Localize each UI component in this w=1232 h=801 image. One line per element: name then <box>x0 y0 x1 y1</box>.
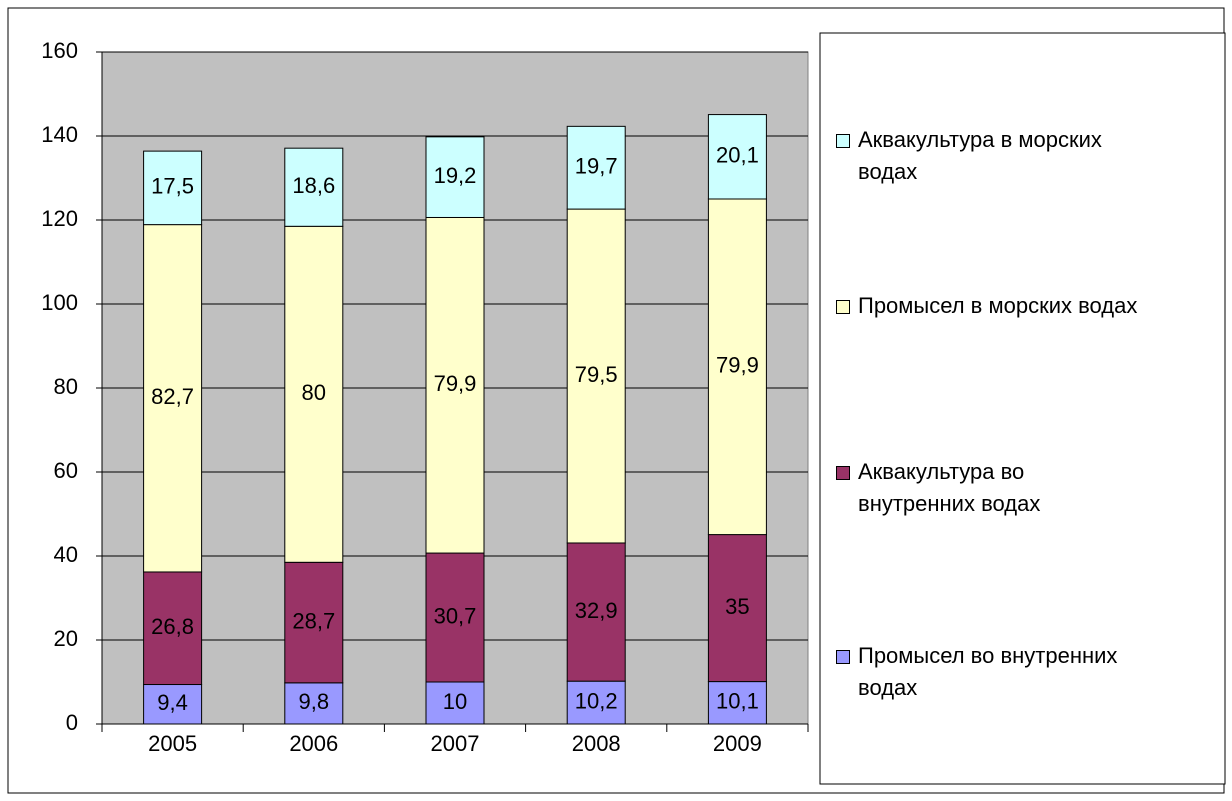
data-label: 19,2 <box>434 163 477 188</box>
legend-label: Аквакультура во внутренних водах <box>858 459 1041 516</box>
data-label: 30,7 <box>434 603 477 628</box>
bar-segment <box>284 225 344 563</box>
data-label: 82,7 <box>151 384 194 409</box>
bar-segment <box>707 534 767 683</box>
y-tick-label: 0 <box>66 710 78 735</box>
legend-swatch <box>836 134 850 148</box>
x-tick-label: 2009 <box>713 731 762 756</box>
bar-segment <box>143 150 203 226</box>
legend-item: Промысел во внутренних водах <box>836 640 1136 704</box>
data-label: 32,9 <box>575 598 618 623</box>
legend-box <box>819 32 1226 785</box>
x-tick-label: 2007 <box>431 731 480 756</box>
data-label: 9,8 <box>299 689 330 714</box>
bar-segment <box>707 681 767 725</box>
bar-segment <box>566 542 626 682</box>
y-tick-label: 80 <box>54 374 78 399</box>
legend-label: Промысел в морских водах <box>858 293 1138 318</box>
legend-label: Промысел во внутренних водах <box>858 643 1118 700</box>
legend-item: Аквакультура в морских водах <box>836 124 1136 188</box>
y-tick-label: 20 <box>54 626 78 651</box>
data-label: 26,8 <box>151 614 194 639</box>
bar-segment <box>566 208 626 544</box>
data-label: 18,6 <box>292 173 335 198</box>
bar-segment <box>707 114 767 200</box>
data-label: 28,7 <box>292 608 335 633</box>
bar-segment <box>707 198 767 536</box>
data-label: 35 <box>725 594 749 619</box>
y-tick-label: 40 <box>54 542 78 567</box>
y-tick-label: 140 <box>41 122 78 147</box>
data-label: 79,5 <box>575 362 618 387</box>
bar-segment <box>284 561 344 684</box>
bar-segment <box>143 684 203 725</box>
data-label: 79,9 <box>434 371 477 396</box>
data-label: 20,1 <box>716 143 759 168</box>
x-tick-label: 2006 <box>289 731 338 756</box>
data-label: 17,5 <box>151 174 194 199</box>
legend-label: Аквакультура в морских водах <box>858 127 1102 184</box>
data-label: 79,9 <box>716 353 759 378</box>
legend-swatch <box>836 650 850 664</box>
legend-item: Аквакультура во внутренних водах <box>836 456 1086 520</box>
legend-swatch <box>836 466 850 480</box>
data-label: 10,2 <box>575 688 618 713</box>
data-label: 10,1 <box>716 689 759 714</box>
bar-segment <box>143 571 203 686</box>
legend-swatch <box>836 300 850 314</box>
bar-segment <box>143 224 203 573</box>
bar-segment <box>566 125 626 210</box>
data-label: 10 <box>443 689 467 714</box>
bar-segment <box>425 136 485 218</box>
data-label: 9,4 <box>157 690 188 715</box>
data-label: 80 <box>302 380 326 405</box>
data-label: 19,7 <box>575 154 618 179</box>
legend-item: Промысел в морских водах <box>836 290 1216 322</box>
bar-segment <box>284 147 344 227</box>
y-tick-label: 100 <box>41 290 78 315</box>
y-tick-label: 60 <box>54 458 78 483</box>
x-tick-label: 2005 <box>148 731 197 756</box>
bar-segment <box>425 216 485 554</box>
bar-segment <box>425 681 485 725</box>
y-tick-label: 160 <box>41 38 78 63</box>
y-tick-label: 120 <box>41 206 78 231</box>
x-tick-label: 2008 <box>572 731 621 756</box>
bar-segment <box>284 682 344 725</box>
